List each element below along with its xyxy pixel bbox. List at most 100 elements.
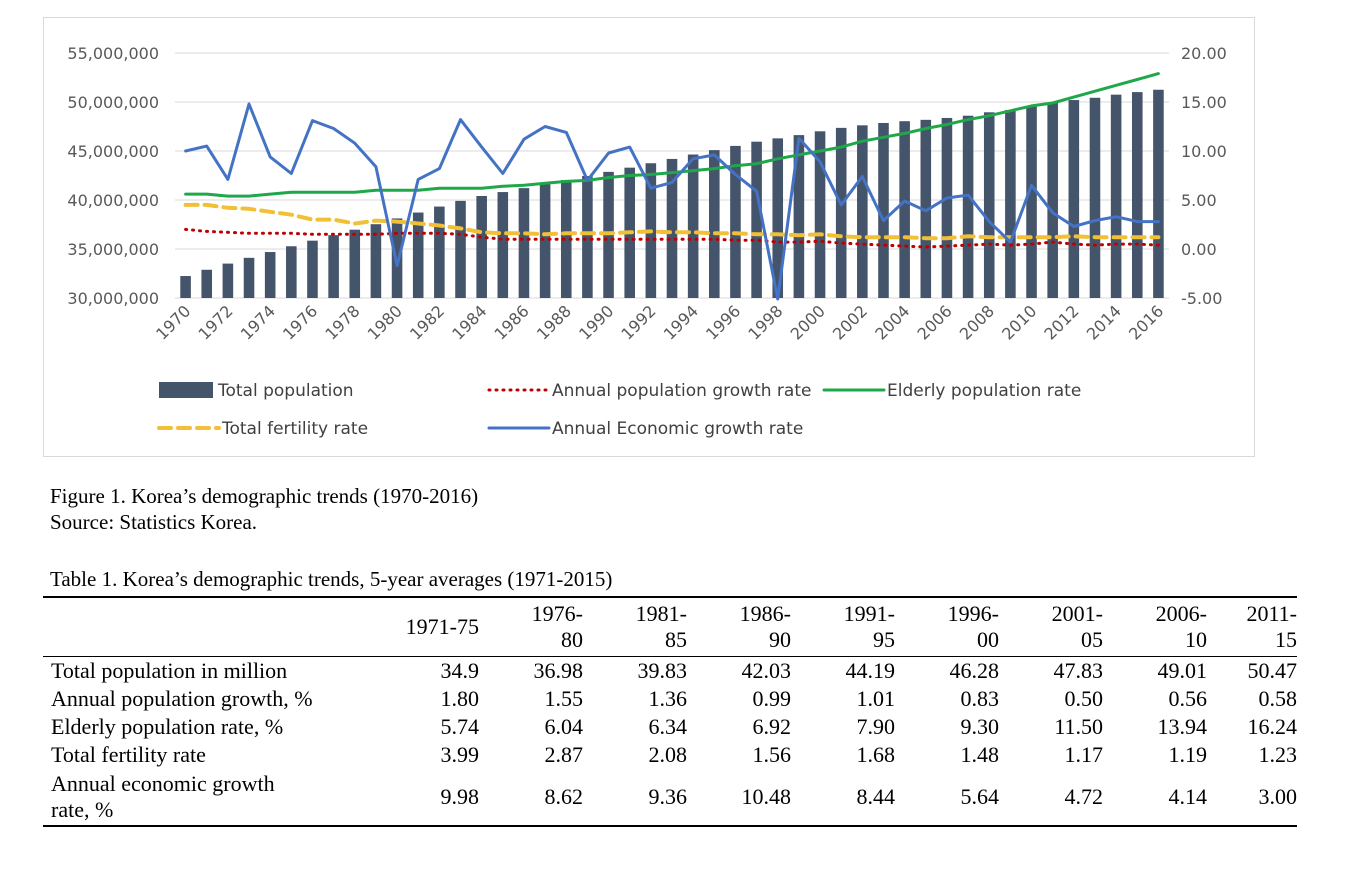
x-tick-label: 2008 (956, 301, 998, 343)
line-economic-growth (184, 102, 1160, 301)
x-tick-label: 1976 (279, 301, 321, 343)
bar-total-population (1047, 102, 1058, 298)
x-tick-label: 1982 (406, 301, 448, 343)
table-cell: 1.01 (856, 686, 896, 711)
x-tick-label: 1978 (321, 301, 363, 343)
bar-total-population (1153, 89, 1164, 298)
bar-total-population (222, 263, 234, 298)
bar-total-population (835, 127, 847, 298)
x-tick-label: 2012 (1040, 301, 1082, 343)
x-tick-label: 1996 (702, 301, 744, 343)
table-header-period: 1996- (947, 601, 999, 626)
table-cell: 6.34 (648, 714, 688, 739)
x-tick-label: 1980 (364, 301, 406, 343)
table-cell: 1.55 (544, 686, 584, 711)
legend-fertility-rate-label: Total fertility rate (221, 419, 368, 439)
bar-total-population (857, 125, 868, 298)
bar-total-population (391, 218, 403, 298)
table-header-cell: 2001- 05 (999, 597, 1103, 657)
x-tick-label: 1986 (491, 301, 533, 343)
table-cell: 0.50 (1064, 686, 1104, 711)
table-cell: 16.24 (1247, 714, 1298, 739)
table-header-period-end: 15 (1275, 627, 1297, 652)
row-label: Annual population growth, % (51, 686, 313, 711)
table-cell: 39.83 (637, 658, 688, 683)
bar-total-population (476, 195, 487, 298)
figure-caption: Figure 1. Korea’s demographic trends (19… (50, 483, 478, 535)
legend-total-population-swatch (159, 382, 213, 398)
table-header-empty (43, 597, 383, 657)
x-tick-label: 1984 (448, 301, 490, 343)
table-cell: 10.48 (741, 784, 792, 809)
bar-total-population (962, 115, 974, 298)
table-cell: 1.68 (856, 742, 896, 767)
table-cell: 42.03 (741, 658, 792, 683)
table-cell: 1.80 (440, 686, 480, 711)
bar-total-population (983, 112, 995, 298)
demographic-table: 1971-75 1976- 80 1981- 85 1986- 90 1991- 95 … (43, 596, 1297, 827)
table-cell: 8.44 (856, 784, 896, 809)
table-header-period: 1976- (531, 601, 583, 626)
table-header-period: 2011- (1246, 601, 1297, 626)
table-header-cell: 1986- 90 (687, 597, 791, 657)
table-header-period-end: 85 (665, 627, 687, 652)
y-right-tick-label: 10.00 (1181, 142, 1227, 161)
table-header-cell: 1996- 00 (895, 597, 999, 657)
y-left-tick-label: 40,000,000 (67, 191, 159, 210)
table-cell: 11.50 (1054, 714, 1103, 739)
table-cell: 2.08 (648, 742, 688, 767)
table-cell: 1.48 (960, 742, 1000, 767)
table-cell: 2.87 (544, 742, 584, 767)
bar-total-population (349, 229, 361, 298)
table-cell: 5.74 (440, 714, 480, 739)
table-cell: 44.19 (845, 658, 896, 683)
x-tick-label: 2016 (1125, 301, 1167, 343)
row-label: Total population in million (51, 658, 288, 683)
row-label: Elderly population rate, % (51, 714, 284, 739)
table-cell: 6.04 (544, 714, 584, 739)
bar-total-population (772, 138, 784, 298)
bar-total-population (455, 200, 466, 298)
bar-total-population (1110, 94, 1122, 299)
table-cell: 4.14 (1168, 784, 1208, 809)
x-tick-label: 1998 (744, 301, 786, 343)
bar-total-population (878, 122, 889, 298)
row-label: Annual economic growth rate, % (43, 769, 383, 826)
x-tick-label: 2010 (998, 301, 1040, 343)
legend-elderly-rate-label: Elderly population rate (887, 381, 1081, 401)
x-tick-label: 2000 (787, 301, 829, 343)
table-cell: 8.62 (544, 784, 584, 809)
table-header-cell: 1976- 80 (479, 597, 583, 657)
chart-container: 30,000,000 -5.00 35,000,000 0.00 40,000,000 5… (43, 17, 1255, 457)
row-label-line1: Annual economic growth (51, 771, 275, 796)
bar-total-population (751, 141, 762, 298)
table-header-period: 2001- (1051, 601, 1103, 626)
line-fertility-rate (183, 202, 1161, 241)
y-left-tick-label: 30,000,000 (67, 289, 159, 308)
figure-caption-source: Source: Statistics Korea. (50, 510, 258, 534)
table-cell: 0.56 (1168, 686, 1208, 711)
table-header-row: 1971-75 1976- 80 1981- 85 1986- 90 1991- 95 … (43, 597, 1297, 657)
table-cell: 4.72 (1064, 784, 1104, 809)
bar-total-population (899, 121, 910, 298)
x-tick-label: 1994 (660, 301, 702, 343)
y-right-tick-label: 0.00 (1181, 240, 1217, 259)
bar-total-population (1026, 106, 1037, 298)
bar-total-population (412, 212, 424, 298)
x-tick-label: 1974 (237, 301, 279, 343)
bar-total-population (941, 117, 953, 298)
table-cell: 1.17 (1064, 742, 1104, 767)
table-cell: 0.83 (960, 686, 1000, 711)
line-population-growth (184, 227, 1160, 249)
bar-total-population (370, 224, 382, 298)
table-cell: 9.98 (440, 784, 480, 809)
table-cell: 3.00 (1258, 784, 1298, 809)
bar-total-population (814, 131, 826, 298)
figure-caption-title: Figure 1. Korea’s demographic trends (19… (50, 484, 479, 508)
bar-total-population (1068, 100, 1080, 298)
bar-total-population (518, 188, 530, 298)
bar-total-population (1005, 110, 1016, 298)
table-cell: 9.30 (960, 714, 1000, 739)
table-header-cell: 2011- 15 (1207, 597, 1297, 657)
x-tick-label: 1988 (533, 301, 575, 343)
